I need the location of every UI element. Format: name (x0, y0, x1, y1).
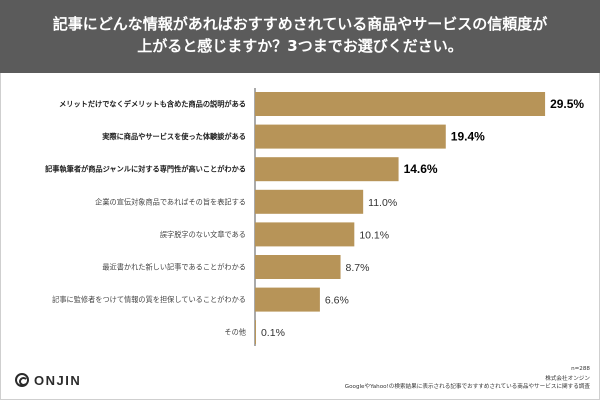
value-label: 29.5% (550, 97, 584, 111)
value-label: 14.6% (404, 162, 438, 176)
category-label: 記事に監修者をつけて情報の質を担保していることがわかる (52, 295, 246, 304)
category-label: 誤字脱字のない文章である (160, 230, 246, 239)
company-name: 株式会社オンジン (545, 376, 590, 382)
bar (255, 222, 355, 247)
bar (255, 255, 341, 279)
value-label: 11.0% (368, 197, 397, 209)
bar (255, 189, 364, 214)
category-label: 記事執筆者が商品ジャンルに対する専門性が高いことがわかる (45, 165, 246, 174)
category-label: 実際に商品やサービスを使った体験談がある (102, 132, 246, 141)
category-label: 最近書かれた新しい記事であることがわかる (102, 263, 246, 272)
chart-title-line2: 上がると感じますか？3つまでお選びください。 (137, 37, 463, 55)
category-label: メリットだけでなくデメリットも含めた商品の説明がある (59, 100, 246, 109)
onjin-logo: ONJIN (15, 370, 81, 390)
chart-header: 記事にどんな情報があればおすすめされている商品やサービスの信頼度が 上がると感じ… (0, 0, 600, 73)
value-label: 6.6% (325, 295, 349, 307)
bar (255, 92, 546, 116)
sample-size: n=288 (571, 366, 590, 372)
bar (255, 157, 399, 182)
onjin-logo-icon (15, 373, 29, 387)
bar (255, 320, 256, 345)
value-label: 19.4% (451, 130, 485, 144)
bar (255, 287, 320, 312)
value-label: 10.1% (359, 229, 389, 241)
bar (255, 124, 446, 149)
value-label: 0.1% (261, 327, 285, 339)
category-label: その他 (224, 328, 246, 337)
source-note: GoogleやYahoo!の検索結果に表示される記事でおすすめされている商品やサ… (344, 384, 590, 390)
chart-title-line1: 記事にどんな情報があればおすすめされている商品やサービスの信頼度が (52, 15, 548, 33)
category-label: 企業の宣伝対象商品であればその旨を表記する (95, 197, 246, 206)
logo-text: ONJIN (34, 372, 82, 388)
value-label: 8.7% (346, 262, 370, 274)
